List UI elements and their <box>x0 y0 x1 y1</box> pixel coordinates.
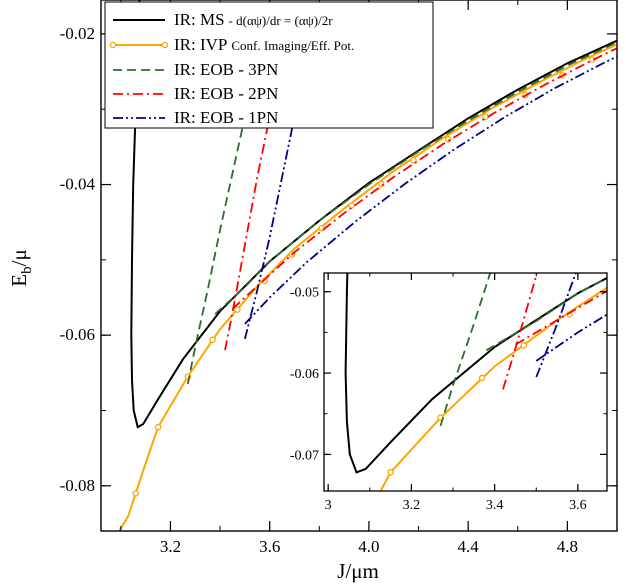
legend-sample-marker <box>109 41 117 49</box>
main-series-ir-eob-1pn-line <box>244 116 296 340</box>
legend-suffix-ms: - d(αψ)/dr = (αψ)/2r <box>229 13 334 28</box>
inset-series-ir-eob-2pn-line <box>502 273 538 390</box>
main-y-tick-label: -0.08 <box>60 476 95 495</box>
main-x-tick-label: 4.4 <box>458 537 480 556</box>
main-y-tick-label: -0.02 <box>60 24 95 43</box>
inset-x-tick-label: 3.4 <box>486 498 504 513</box>
inset-series-ir-eob-1pn-line <box>535 273 577 378</box>
legend-box <box>104 1 434 129</box>
legend-label-eob-2pn: IR: EOB - 2PN <box>174 84 278 103</box>
legend-suffix-ivp: Conf. Imaging/Eff. Pot. <box>231 38 354 53</box>
main-y-tick-label: -0.04 <box>60 175 96 194</box>
main-series-ir-ivp-line <box>118 43 617 531</box>
inset-y-tick-label: -0.05 <box>290 286 319 301</box>
main-plot-frame <box>100 0 618 532</box>
main-series-ir-eob-1pn-line-b <box>244 55 617 325</box>
legend: IR: MS - d(αψ)/dr = (αψ)/2r IR: IVP Conf… <box>104 1 434 129</box>
inset-x-tick-label: 3.2 <box>403 498 421 513</box>
x-axis-label: J/μm <box>337 559 379 583</box>
inset-series-ir-ivp-line <box>379 286 607 491</box>
main-x-tick-label: 3.6 <box>259 537 280 556</box>
main-series-ir-eob-2pn-line <box>224 116 271 351</box>
inset-y-tick-label: -0.06 <box>290 367 319 382</box>
main-x-tick-label: 4.0 <box>358 537 379 556</box>
main-series-ir-ivp-marker <box>209 336 216 343</box>
legend-label-ivp: IR: IVP <box>174 35 227 54</box>
legend-label-ms: IR: MS <box>174 10 225 29</box>
inset-series-ir-eob-2pn-line-b <box>514 289 607 346</box>
main-series-ir-eob-3pn-line-b <box>214 41 617 315</box>
main-series-ir-ivp-marker <box>410 157 417 164</box>
main-plot-curves <box>118 0 617 531</box>
inset-series-ir-eob-3pn-line <box>439 273 492 427</box>
main-x-tick-label: 4.8 <box>557 537 578 556</box>
main-x-tick-label: 3.2 <box>160 537 181 556</box>
inset-y-tick-label: -0.07 <box>290 448 319 463</box>
inset-series-ir-ivp-marker <box>520 342 528 349</box>
legend-samples <box>109 19 169 119</box>
inset-background <box>324 273 607 491</box>
main-series-ir-ivp-marker <box>132 490 139 497</box>
legend-entry-ms: IR: MS - d(αψ)/dr = (αψ)/2r <box>174 10 333 29</box>
inset-series-ir-ivp-marker <box>387 469 394 476</box>
inset-plot: 3 3.2 3.4 3.6 -0.07 -0.06 -0.05 <box>290 272 608 513</box>
main-series-ir-eob-3pn-line <box>186 116 246 385</box>
inset-frame <box>323 272 608 492</box>
inset-series-ir-ms-line <box>344 273 607 474</box>
legend-label-eob-3pn: IR: EOB - 3PN <box>174 60 278 79</box>
legend-label-eob-1pn: IR: EOB - 1PN <box>174 108 278 127</box>
main-series-ir-ivp-marker <box>445 136 452 143</box>
main-y-tick-label: -0.06 <box>60 325 95 344</box>
main-series-ir-ms-line <box>130 0 617 429</box>
main-series-ir-ivp-marker <box>348 202 355 209</box>
inset-axis-ticks: 3 3.2 3.4 3.6 -0.07 -0.06 -0.05 <box>290 273 607 513</box>
inset-x-tick-label: 3.6 <box>569 498 587 513</box>
legend-entry-ivp: IR: IVP Conf. Imaging/Eff. Pot. <box>174 35 354 54</box>
inset-plot-curves <box>344 273 607 491</box>
inset-x-tick-label: 3 <box>325 498 332 513</box>
inset-series-ir-ivp-marker <box>478 374 486 382</box>
main-series-ir-ivp-marker <box>154 423 162 431</box>
legend-sample-marker <box>161 41 169 49</box>
main-series-ir-ivp-marker <box>234 306 241 313</box>
